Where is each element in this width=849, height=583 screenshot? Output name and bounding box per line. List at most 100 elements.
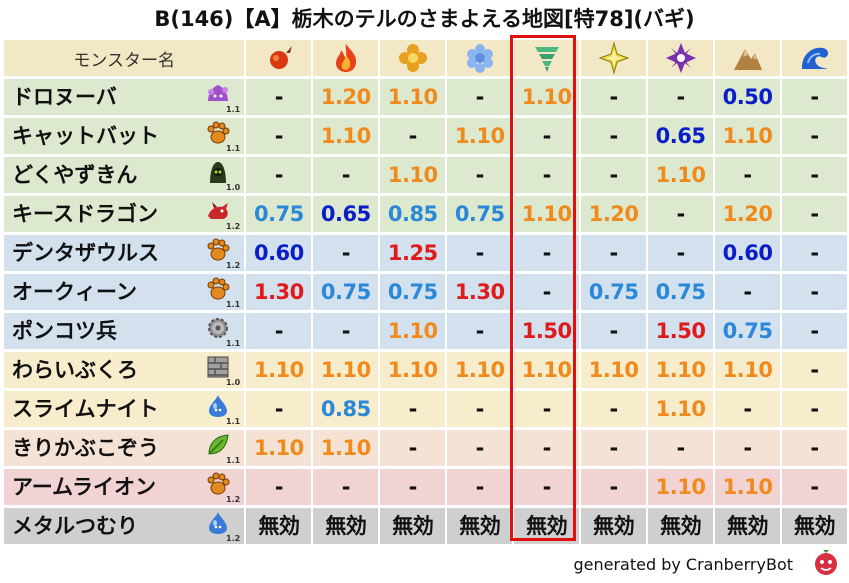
resistance-value: - <box>782 352 847 388</box>
resistance-value: 0.75 <box>581 274 647 310</box>
resistance-value: 0.75 <box>648 274 714 310</box>
monster-name: メタルつむり <box>12 514 138 538</box>
resistance-value: - <box>648 196 714 232</box>
resistance-value: 1.10 <box>380 157 446 193</box>
resistance-value: - <box>514 157 580 193</box>
resistance-value: - <box>715 274 781 310</box>
resistance-value: 1.10 <box>313 352 379 388</box>
resistance-value: 1.25 <box>380 235 446 271</box>
resistance-value: 0.65 <box>648 118 714 154</box>
resistance-value: - <box>447 469 513 505</box>
monster-name: デンタザウルス <box>12 241 159 265</box>
resistance-value: - <box>246 79 312 115</box>
dragon-icon <box>205 198 231 224</box>
resistance-value: 0.75 <box>447 196 513 232</box>
resistance-value: 1.10 <box>581 352 647 388</box>
resistance-value: 0.75 <box>715 313 781 349</box>
resistance-value: 1.10 <box>715 469 781 505</box>
element-header <box>581 40 647 76</box>
element-header <box>648 40 714 76</box>
monster-name: わらいぶくろ <box>12 358 138 382</box>
resistance-value: 無効 <box>581 508 647 544</box>
resistance-value: 0.75 <box>380 274 446 310</box>
resistance-value: 0.85 <box>313 391 379 427</box>
resistance-value: 無効 <box>648 508 714 544</box>
resistance-value: 1.20 <box>313 79 379 115</box>
resistance-value: - <box>782 274 847 310</box>
monster-name: きりかぶこぞう <box>12 436 159 460</box>
resistance-value: 1.10 <box>648 391 714 427</box>
resistance-value: - <box>514 469 580 505</box>
resistance-value: 無効 <box>715 508 781 544</box>
resistance-value: - <box>782 469 847 505</box>
monster-level: 1.2 <box>226 222 241 231</box>
table-row: アームライオン 1.2- - - - - -1.10 1.10- <box>4 469 847 505</box>
resistance-value: - <box>246 157 312 193</box>
slime-blue-icon <box>205 393 231 419</box>
element-header <box>514 40 580 76</box>
lightning-icon <box>598 41 630 75</box>
monster-name: キースドラゴン <box>12 202 158 226</box>
monster-level: 1.2 <box>226 261 241 270</box>
resistance-value: - <box>648 235 714 271</box>
monster-level: 1.2 <box>226 534 241 543</box>
monster-name-header: モンスター名 <box>4 40 245 76</box>
monster-name-cell: キースドラゴン 1.2 <box>4 196 245 232</box>
element-header <box>782 40 847 76</box>
table-row: デンタザウルス 1.2 0.60-1.25- - - -0.60- <box>4 235 847 271</box>
page-title: B(146)【A】栃木のテルのさまよえる地図[特78](バギ) <box>154 7 695 31</box>
resistance-value: - <box>380 391 446 427</box>
table-row: オークィーン 1.1 1.30 0.75 0.75 1.30-0.75 0.75- - <box>4 274 847 310</box>
resistance-value: 無効 <box>447 508 513 544</box>
monster-name-cell: わらいぶくろ 1.0 <box>4 352 245 388</box>
resistance-value: - <box>581 157 647 193</box>
monster-name: オークィーン <box>12 280 137 304</box>
resistance-value: 1.10 <box>380 79 446 115</box>
monster-level: 1.1 <box>226 456 241 465</box>
monster-name-cell: きりかぶこぞう 1.1 <box>4 430 245 466</box>
monster-level: 1.1 <box>226 144 241 153</box>
table-row: ドロヌーバ 1.1-1.20 1.10-1.10- -0.50- <box>4 79 847 115</box>
monster-name-cell: キャットバット 1.1 <box>4 118 245 154</box>
resistance-value: - <box>447 157 513 193</box>
table-row: ポンコツ兵 1.1- -1.10-1.50-1.50 0.75- <box>4 313 847 349</box>
resistance-value: - <box>581 430 647 466</box>
resistance-value: - <box>514 118 580 154</box>
resistance-value: - <box>782 79 847 115</box>
table-row: キャットバット 1.1-1.10-1.10- -0.65 1.10- <box>4 118 847 154</box>
table-row: わらいぶくろ 1.0 1.10 1.10 1.10 1.10 1.10 1.10 1.10 1.1… <box>4 352 847 388</box>
resistance-value: - <box>782 313 847 349</box>
slime-purple-icon <box>205 81 231 107</box>
resistance-value: - <box>313 469 379 505</box>
header-row: モンスター名 <box>4 40 847 76</box>
gear-icon <box>205 315 231 341</box>
resistance-value: 0.85 <box>380 196 446 232</box>
monster-name-cell: スライムナイト 1.1 <box>4 391 245 427</box>
resistance-value: 1.50 <box>514 313 580 349</box>
paw-icon <box>205 471 231 497</box>
resistance-value: 無効 <box>313 508 379 544</box>
resistance-value: 1.20 <box>715 196 781 232</box>
monster-name: どくやずきん <box>12 163 138 187</box>
monster-name-cell: メタルつむり 1.2 <box>4 508 245 544</box>
monster-name-cell: ポンコツ兵 1.1 <box>4 313 245 349</box>
paw-icon <box>205 237 231 263</box>
resistance-value: 0.75 <box>246 196 312 232</box>
resistance-value: 1.10 <box>447 118 513 154</box>
resistance-value: - <box>447 235 513 271</box>
resistance-value: - <box>380 430 446 466</box>
resistance-value: - <box>447 79 513 115</box>
resistance-value: - <box>447 430 513 466</box>
resistance-value: 1.10 <box>715 118 781 154</box>
resistance-table: モンスター名 <box>2 37 849 547</box>
resistance-value: - <box>581 469 647 505</box>
resistance-value: - <box>581 313 647 349</box>
resistance-value: - <box>514 274 580 310</box>
resistance-value: - <box>782 157 847 193</box>
resistance-value: - <box>715 391 781 427</box>
table-row: スライムナイト 1.1-0.85- - - -1.10- - <box>4 391 847 427</box>
monster-name: キャットバット <box>12 124 159 148</box>
element-header <box>380 40 446 76</box>
resistance-value: - <box>514 235 580 271</box>
hooded-figure-icon <box>205 159 231 185</box>
